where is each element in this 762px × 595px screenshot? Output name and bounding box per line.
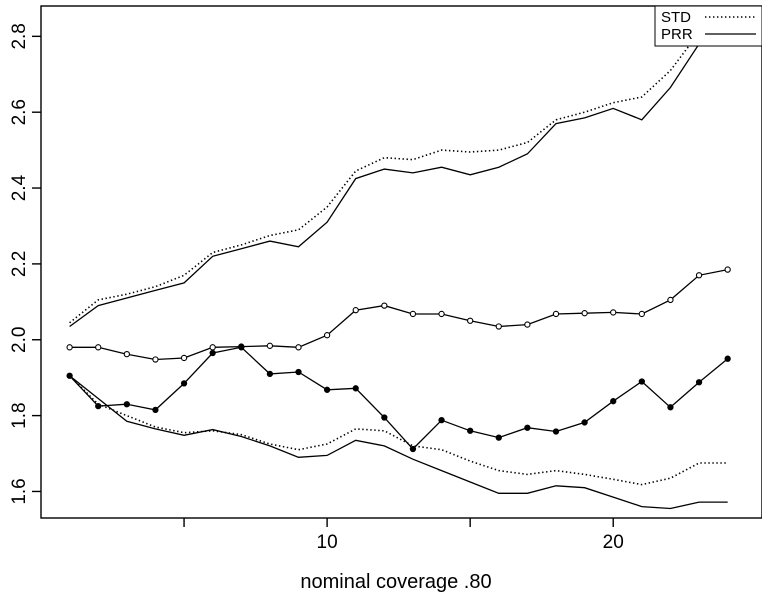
data-point: [524, 321, 531, 328]
data-point: [552, 428, 560, 435]
data-point: [581, 310, 588, 317]
series-5: [69, 375, 728, 486]
data-point: [123, 351, 130, 358]
data-point: [724, 266, 731, 273]
data-point: [238, 344, 245, 351]
data-point: [123, 401, 130, 408]
data-point: [323, 386, 331, 393]
data-point: [152, 356, 159, 363]
series-line: [69, 35, 728, 328]
series-line: [69, 346, 729, 450]
data-point: [695, 272, 703, 279]
series-group: [66, 16, 731, 510]
axes: 10 20 1.6 1.8 2.0 2.2 2.4 2.6 2.8: [9, 23, 624, 553]
plot-frame: [40, 5, 762, 519]
data-point: [152, 406, 159, 414]
data-point: [467, 427, 474, 434]
data-point: [467, 317, 474, 324]
data-point: [209, 349, 216, 357]
data-point: [352, 385, 359, 392]
series-line: [69, 375, 728, 486]
series-2: [69, 35, 728, 328]
data-point: [209, 344, 216, 351]
series-line: [69, 16, 729, 324]
data-point: [295, 368, 302, 376]
plot-area-border: [40, 5, 762, 519]
series-1: [69, 16, 729, 324]
y-tick-label: 1.8: [9, 402, 30, 428]
series-4: [66, 344, 731, 453]
data-point: [409, 310, 417, 318]
legend-box: [654, 5, 762, 47]
data-point: [495, 434, 502, 441]
y-tick-label: 2.6: [9, 99, 30, 125]
data-point: [581, 419, 588, 426]
data-point: [352, 307, 359, 314]
data-point: [266, 342, 274, 349]
data-point: [667, 296, 674, 304]
data-point: [266, 370, 274, 378]
x-tick-label: 10: [317, 532, 338, 553]
y-tick-label: 2.2: [9, 251, 30, 277]
data-point: [95, 402, 102, 410]
series-6: [69, 375, 728, 510]
x-axis-label: nominal coverage .80: [300, 571, 491, 593]
data-point: [724, 355, 731, 362]
data-point: [610, 398, 617, 405]
x-tick-label: 20: [603, 532, 624, 553]
data-point: [610, 309, 617, 316]
data-point: [667, 404, 674, 411]
data-point: [438, 417, 445, 424]
data-point: [295, 344, 302, 351]
data-point: [323, 332, 331, 339]
legend-label-std: STD: [661, 9, 691, 26]
data-point: [638, 310, 645, 318]
series-line: [69, 375, 728, 510]
legend-label-prr: PRR: [661, 26, 693, 43]
y-tick-label: 1.6: [9, 478, 30, 504]
data-point: [438, 310, 445, 318]
data-point: [552, 310, 560, 318]
data-point: [95, 344, 102, 351]
series-3: [66, 266, 731, 363]
data-point: [381, 302, 388, 309]
series-line: [69, 268, 728, 361]
data-point: [495, 323, 502, 330]
data-point: [381, 414, 388, 421]
data-point: [524, 424, 531, 431]
y-tick-label: 2.0: [9, 327, 30, 353]
data-point: [180, 354, 188, 362]
y-tick-label: 2.8: [9, 23, 30, 49]
legend: STD PRR: [654, 5, 762, 47]
data-point: [409, 445, 417, 453]
data-point: [66, 344, 73, 351]
data-point: [638, 378, 645, 385]
data-point: [180, 380, 188, 387]
data-point: [695, 379, 703, 386]
y-tick-label: 2.4: [9, 174, 30, 201]
